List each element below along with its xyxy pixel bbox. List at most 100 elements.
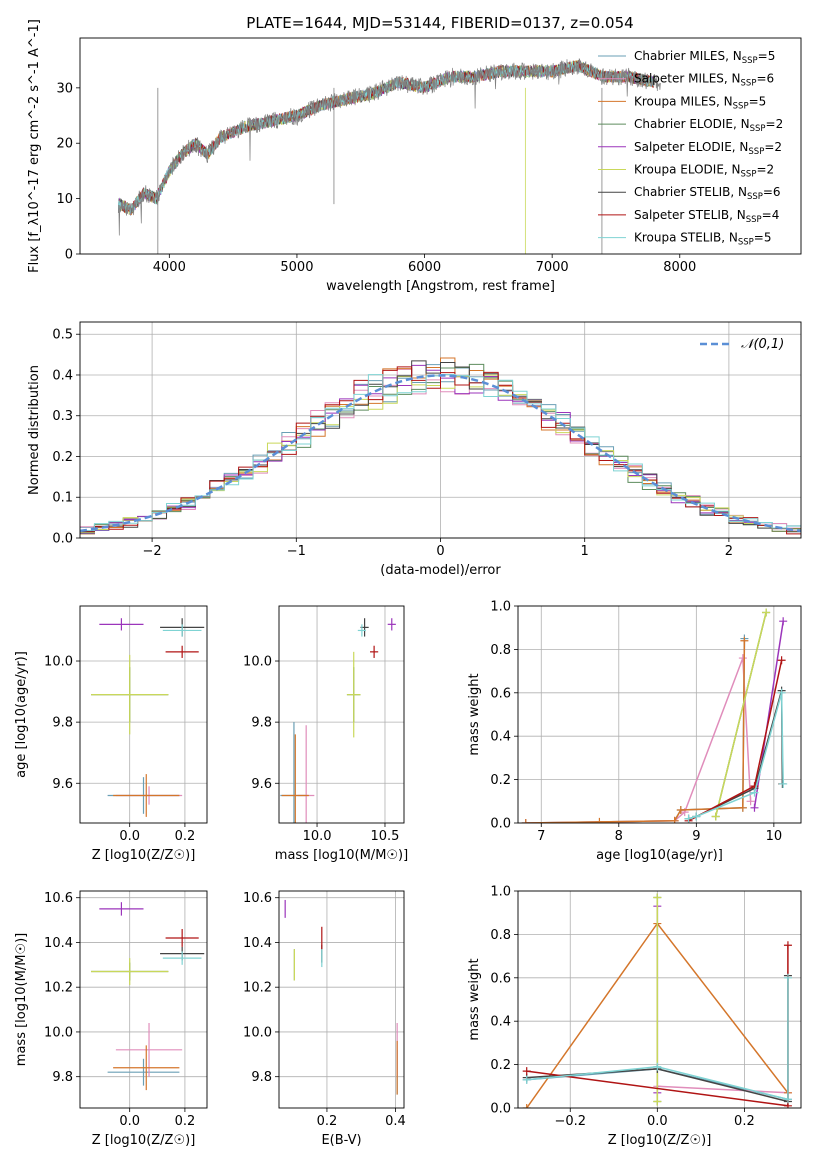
legend-label: Kroupa ELODIE, NSSP=2	[634, 163, 774, 180]
grid-lines	[518, 605, 801, 824]
x-axis-label: (data-model)/error	[380, 563, 501, 578]
y-tick-label: 10.0	[44, 655, 73, 670]
x-tick-label: 8	[615, 829, 623, 844]
y-tick-label: 10.4	[243, 936, 272, 951]
y-axis-label: Normed distribution	[27, 365, 42, 495]
y-tick-label: 0.1	[52, 491, 73, 506]
axes-mass-weight-vs-Z: −0.2 0.0 0.2 0.0 0.2 0.4 0.6 0.8 1.0 Z [log10(Z/Z…	[467, 885, 802, 1148]
legend-label: Salpeter STELIB, NSSP=4	[634, 208, 779, 225]
mass-weight-marker	[777, 688, 786, 697]
legend-subscript: SSP	[741, 170, 757, 180]
y-tick-label: 0.0	[52, 532, 73, 547]
x-axis-label: mass [log10(M/M☉)]	[275, 848, 408, 863]
mass-weight-line	[688, 690, 784, 820]
mass-weight-line	[525, 640, 746, 823]
x-tick-label: 6000	[408, 260, 441, 275]
axes-mass-vs-ebv: 0.2 0.4 9.8 10.0 10.2 10.4 10.6 E(B-V)	[243, 890, 406, 1148]
y-tick-label: 10.0	[44, 1025, 73, 1040]
legend-subscript: SSP	[748, 147, 764, 157]
axes-frame	[79, 321, 802, 539]
x-tick-label: 0.2	[317, 1114, 338, 1129]
legend-subscript: SSP	[741, 79, 757, 89]
mass-weight-line	[526, 977, 789, 1101]
y-tick-label: 0.2	[52, 450, 73, 465]
ticks: 0.0 0.2 9.8 10.0 10.2 10.4 10.6	[44, 891, 195, 1129]
mass-weight-marker	[750, 788, 759, 797]
x-tick-label: 9	[692, 829, 700, 844]
legend-subscript: SSP	[747, 192, 763, 202]
x-tick-label: 5000	[280, 260, 313, 275]
y-tick-label: 0.6	[490, 971, 511, 986]
y-tick-label: 0.0	[490, 1102, 511, 1117]
ticks: 7 8 9 10 0.0 0.2 0.4 0.6 0.8 1.0	[490, 600, 782, 845]
x-axis-label: Z [log10(Z/Z☉)]	[608, 1133, 712, 1148]
mass-weight-marker	[522, 1104, 531, 1108]
legend-subscript: SSP	[750, 124, 766, 134]
ticks: 0.0 0.2 9.6 9.8 10.0	[44, 655, 195, 844]
x-tick-label: 7000	[536, 260, 569, 275]
model-spectrum-line	[118, 60, 655, 214]
mass-weight-marker	[653, 893, 662, 902]
x-tick-label: 4000	[153, 260, 186, 275]
x-tick-label: −1	[287, 544, 306, 559]
x-axis-label: E(B-V)	[321, 1133, 361, 1148]
mass-weight-marker	[670, 816, 679, 823]
y-tick-label: 0	[65, 248, 73, 263]
x-tick-label: −2	[143, 544, 162, 559]
ticks: 4000 5000 6000 7000 8000 0 10 20 30	[56, 81, 696, 275]
legend-nssp: =5	[758, 49, 776, 63]
x-tick-label: 10.5	[371, 829, 400, 844]
y-axis-label: mass weight	[467, 958, 482, 1040]
plot-area	[80, 357, 801, 535]
mass-weight-marker	[783, 973, 792, 982]
y-tick-label: 9.6	[52, 777, 73, 792]
y-axis-label: mass weight	[467, 673, 482, 755]
ticks: −2 −1 0 1 2 0.0 0.1 0.2 0.3 0.4 0.5	[52, 328, 733, 559]
ticks: 10.0 10.5 9.6 9.8 10.0	[243, 655, 399, 844]
y-tick-label: 10.6	[44, 891, 73, 906]
x-tick-label: 10	[766, 829, 783, 844]
mass-weight-marker	[740, 636, 749, 645]
y-tick-label: 9.6	[251, 777, 272, 792]
mass-weight-marker	[521, 819, 530, 823]
y-tick-label: 0.2	[490, 1058, 511, 1073]
axes-frame	[517, 890, 802, 1109]
plot-area	[91, 902, 205, 1091]
legend-label: Chabrier ELODIE, NSSP=2	[634, 117, 783, 134]
x-tick-label: 0.2	[175, 829, 196, 844]
axes-frame	[517, 605, 802, 824]
mass-weight-marker	[522, 1075, 531, 1084]
plot-area	[522, 893, 792, 1108]
plot-area	[280, 618, 396, 823]
legend-nssp: =5	[754, 231, 772, 245]
plot-area	[521, 608, 788, 823]
legend-subscript: SSP	[742, 56, 758, 66]
mass-weight-marker	[779, 617, 788, 626]
y-tick-label: 0.5	[52, 328, 73, 343]
axes-residuals: −2 −1 0 1 2 0.0 0.1 0.2 0.3 0.4 0.5 (data-model)/er…	[27, 321, 802, 578]
legend-subscript: SSP	[738, 238, 754, 248]
legend-subscript: SSP	[733, 101, 749, 111]
y-tick-label: 10.2	[243, 981, 272, 996]
mass-weight-marker	[762, 608, 771, 617]
y-tick-label: 10	[56, 192, 73, 207]
y-tick-label: 0.8	[490, 643, 511, 658]
mass-weight-marker	[777, 656, 786, 665]
axes-frame	[79, 605, 208, 824]
plot-area	[91, 618, 205, 817]
x-tick-label: 7	[537, 829, 545, 844]
x-tick-label: 0.2	[734, 1114, 755, 1129]
mass-weight-marker	[692, 812, 701, 821]
y-tick-label: 10.6	[243, 891, 272, 906]
x-tick-label: 0	[436, 544, 444, 559]
y-tick-label: 10.0	[243, 655, 272, 670]
mass-weight-marker	[750, 803, 759, 812]
axes-mass-weight-vs-age: 7 8 9 10 0.0 0.2 0.4 0.6 0.8 1.0 age [log10(age/yr…	[467, 600, 802, 863]
mass-weight-marker	[711, 812, 720, 821]
y-tick-label: 20	[56, 137, 73, 152]
mass-weight-marker	[522, 1067, 531, 1076]
mass-weight-line	[525, 638, 746, 823]
x-axis-label: age [log10(age/yr)]	[596, 848, 723, 863]
y-axis-label: Flux [f_λ10^-17 erg cm^-2 s^-1 A^-1]	[27, 19, 42, 273]
